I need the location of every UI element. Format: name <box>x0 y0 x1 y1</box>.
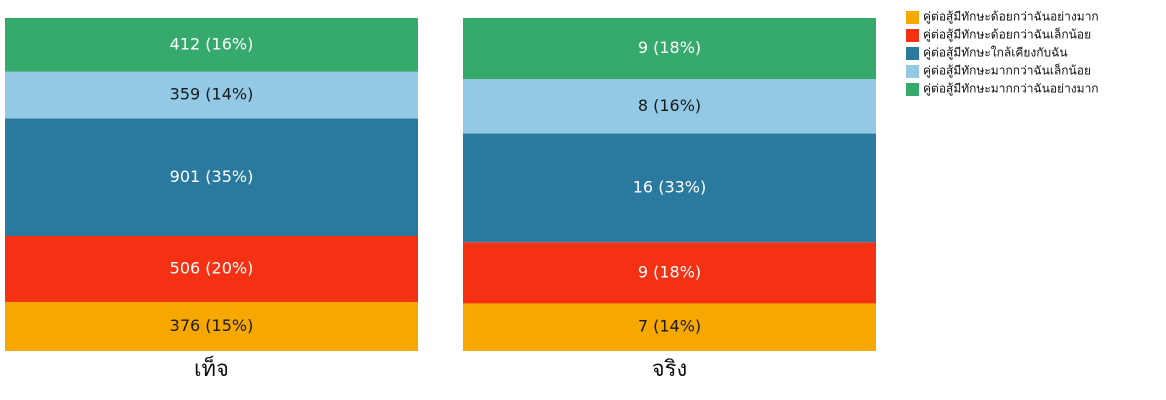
segment-label: 7 (14%) <box>638 317 701 336</box>
segment-label: 506 (20%) <box>170 258 254 277</box>
bar-segment <box>5 236 418 302</box>
bar-segment <box>463 133 876 243</box>
legend-label: คู่ต่อสู้มีทักษะด้อยกว่าฉันอย่างมาก <box>923 10 1099 25</box>
segment-label: 9 (18%) <box>638 262 701 281</box>
x-tick-label: จริง <box>652 357 687 382</box>
legend-swatch <box>906 29 919 42</box>
legend-label: คู่ต่อสู้มีทักษะใกล้เคียงกับฉัน <box>923 46 1068 61</box>
segment-label: 901 (35%) <box>170 167 254 186</box>
bar-segment <box>5 301 418 351</box>
bar-segment <box>5 118 418 237</box>
legend-label: คู่ต่อสู้มีทักษะมากกว่าฉันเล็กน้อย <box>923 63 1091 79</box>
legend-label: คู่ต่อสู้มีทักษะมากกว่าฉันอย่างมาก <box>923 82 1099 97</box>
bar-segment <box>5 18 418 72</box>
x-tick-label: เท็จ <box>194 354 229 382</box>
legend-swatch <box>906 83 919 96</box>
bar-segment <box>463 242 876 304</box>
segment-label: 412 (16%) <box>170 34 254 53</box>
bar-segment <box>463 79 876 134</box>
legend-swatch <box>906 47 919 60</box>
segment-label: 9 (18%) <box>638 38 701 57</box>
segment-label: 16 (33%) <box>633 177 707 196</box>
segment-label: 376 (15%) <box>170 316 254 335</box>
segment-label: 359 (14%) <box>170 85 254 104</box>
bar-segment <box>5 71 418 119</box>
legend-swatch <box>906 65 919 78</box>
legend-label: คู่ต่อสู้มีทักษะด้อยกว่าฉันเล็กน้อย <box>923 27 1091 43</box>
bar-segment <box>463 303 876 351</box>
segment-label: 8 (16%) <box>638 96 701 115</box>
legend-swatch <box>906 11 919 24</box>
bar-segment <box>463 18 876 80</box>
